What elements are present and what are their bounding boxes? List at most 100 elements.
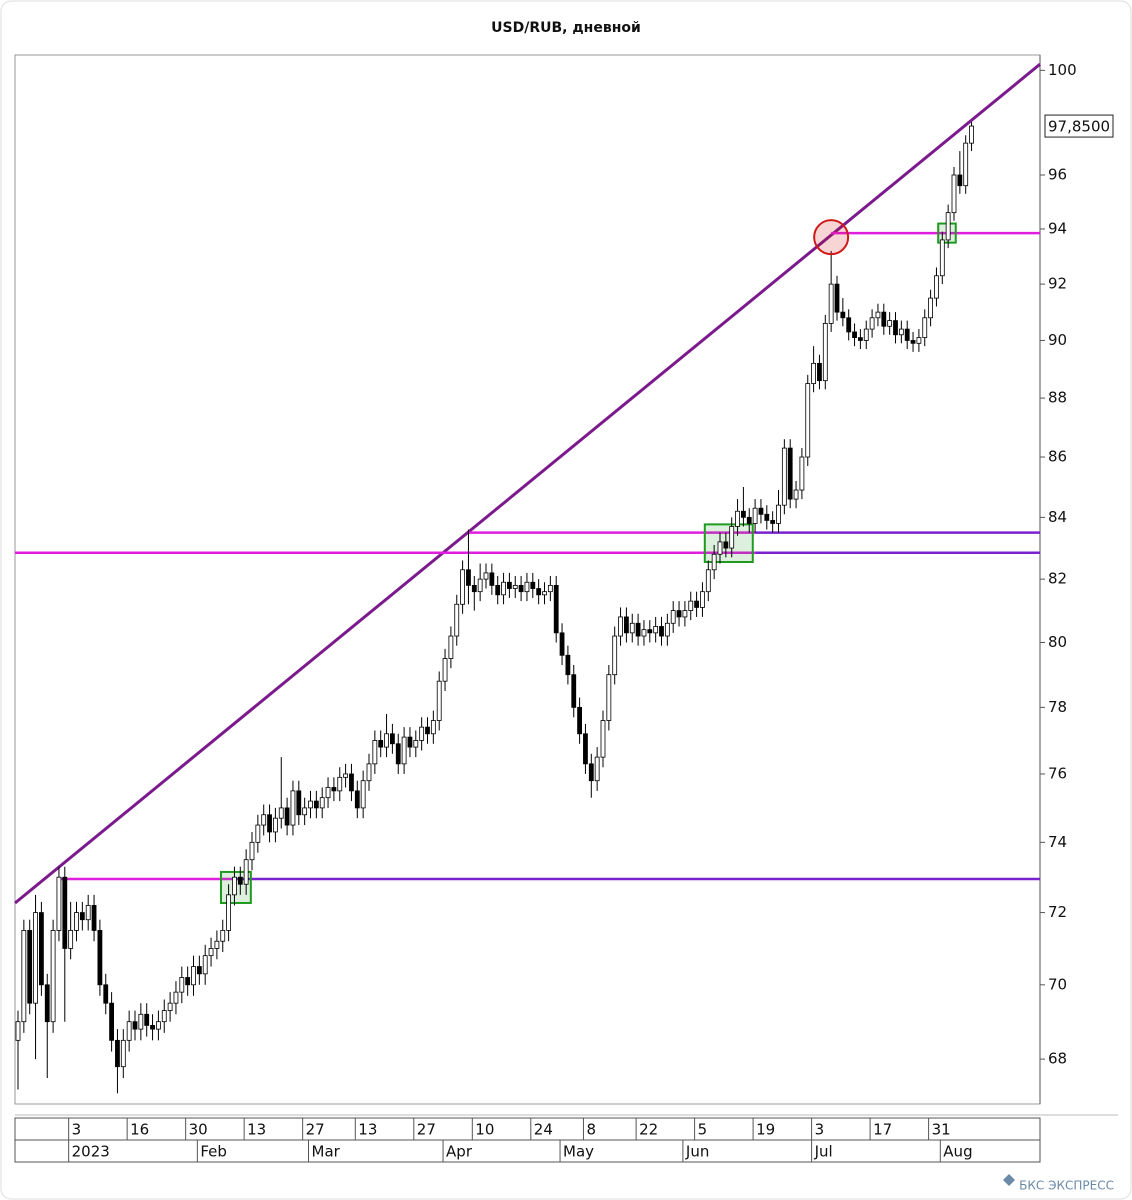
candle-body (483, 572, 489, 580)
candle-body (705, 569, 711, 593)
candle-body (436, 680, 442, 721)
candle-body (39, 912, 44, 986)
candle-body (670, 610, 676, 624)
last-price-box (1044, 114, 1114, 138)
x-tick-label: Apr (446, 1143, 473, 1161)
candle-body (232, 876, 237, 896)
x-tick-label: Feb (200, 1143, 227, 1161)
candle-body (430, 720, 436, 735)
candle-body (308, 800, 313, 809)
candle-body (852, 331, 857, 339)
candle-body (834, 283, 840, 313)
x-tick-label: 24 (534, 1121, 553, 1139)
footer-logo (1003, 1174, 1015, 1186)
candle-body (150, 1025, 155, 1030)
candle-body (360, 780, 366, 809)
candle-body (196, 966, 202, 975)
plot-area (14, 54, 1041, 1105)
candle-body (735, 510, 740, 527)
y-tick-label: 90 (1048, 331, 1067, 349)
candle-body (676, 610, 682, 618)
candle-body (62, 876, 68, 949)
candle-body (249, 841, 255, 861)
candle-body (506, 581, 512, 589)
candle-body (425, 726, 430, 735)
candle-body (21, 930, 27, 1023)
candle-body (278, 807, 284, 819)
candle-body (331, 787, 337, 792)
candle-body (401, 736, 407, 765)
candle-body (419, 726, 425, 741)
candle-body (313, 800, 319, 809)
candle-body (530, 581, 536, 589)
y-tick-label: 84 (1048, 508, 1067, 526)
candle-body (588, 763, 594, 782)
candle-body (512, 584, 518, 589)
x-tick-label: 13 (247, 1121, 266, 1139)
candle-body (74, 912, 79, 931)
candle-body (91, 905, 97, 931)
candle-body (547, 584, 553, 593)
candle-body (524, 581, 530, 593)
candle-body (27, 930, 33, 1004)
candle-body (378, 740, 384, 748)
candle-body (553, 584, 559, 634)
candle-body (934, 275, 939, 299)
candle-body (781, 447, 787, 506)
candle-body (606, 674, 612, 721)
x-tick-label: Jul (814, 1143, 833, 1161)
candle-body (302, 807, 308, 816)
candle-body (284, 807, 290, 826)
candle-body (226, 894, 232, 931)
candle-body (109, 1002, 114, 1041)
candle-body (659, 626, 664, 637)
candle-body (893, 320, 898, 336)
x-tick-label: 3 (815, 1121, 825, 1139)
candle-body (653, 626, 659, 634)
candle-body (758, 507, 764, 515)
candle-body (641, 629, 647, 637)
candle-body (495, 584, 501, 596)
trendline (14, 63, 1041, 905)
candle-body (337, 776, 343, 792)
candle-body (647, 629, 653, 634)
candle-body (132, 1021, 138, 1030)
candle-body (635, 622, 641, 637)
candle-body (50, 930, 56, 1023)
candle-body (612, 635, 618, 676)
x-tick-label: 13 (358, 1121, 377, 1139)
candle-body (840, 311, 846, 319)
candle-body (951, 174, 957, 214)
candle-body (395, 743, 401, 765)
candle-body (407, 736, 413, 748)
candle-body (296, 790, 302, 816)
candle-body (267, 814, 272, 833)
candle-body (904, 328, 910, 341)
candle-body (805, 383, 811, 458)
candle-body (501, 581, 506, 596)
candle-body (79, 912, 85, 921)
highlight-circle (813, 219, 850, 256)
candle-body (799, 456, 805, 491)
candle-body (664, 622, 670, 637)
candle-body (477, 578, 483, 593)
candle-body (928, 297, 933, 319)
y-tick-label: 94 (1048, 219, 1067, 237)
candle-body (542, 591, 547, 596)
candle-body (910, 340, 916, 344)
candle-body (945, 212, 951, 241)
candle-body (875, 311, 881, 319)
candle-body (711, 553, 717, 571)
y-tick-label: 86 (1048, 448, 1067, 466)
candle-body (787, 447, 793, 500)
candle-body (828, 283, 834, 324)
candle-body (319, 797, 325, 809)
x-tick-label: May (563, 1143, 594, 1161)
y-tick-label: 82 (1048, 570, 1067, 588)
x-tick-label: Mar (312, 1143, 341, 1161)
candle-body (858, 337, 863, 341)
x-tick-label: 16 (130, 1121, 149, 1139)
y-tick-label: 68 (1048, 1050, 1067, 1068)
candle-body (594, 756, 600, 782)
y-tick-label: 70 (1048, 975, 1067, 993)
